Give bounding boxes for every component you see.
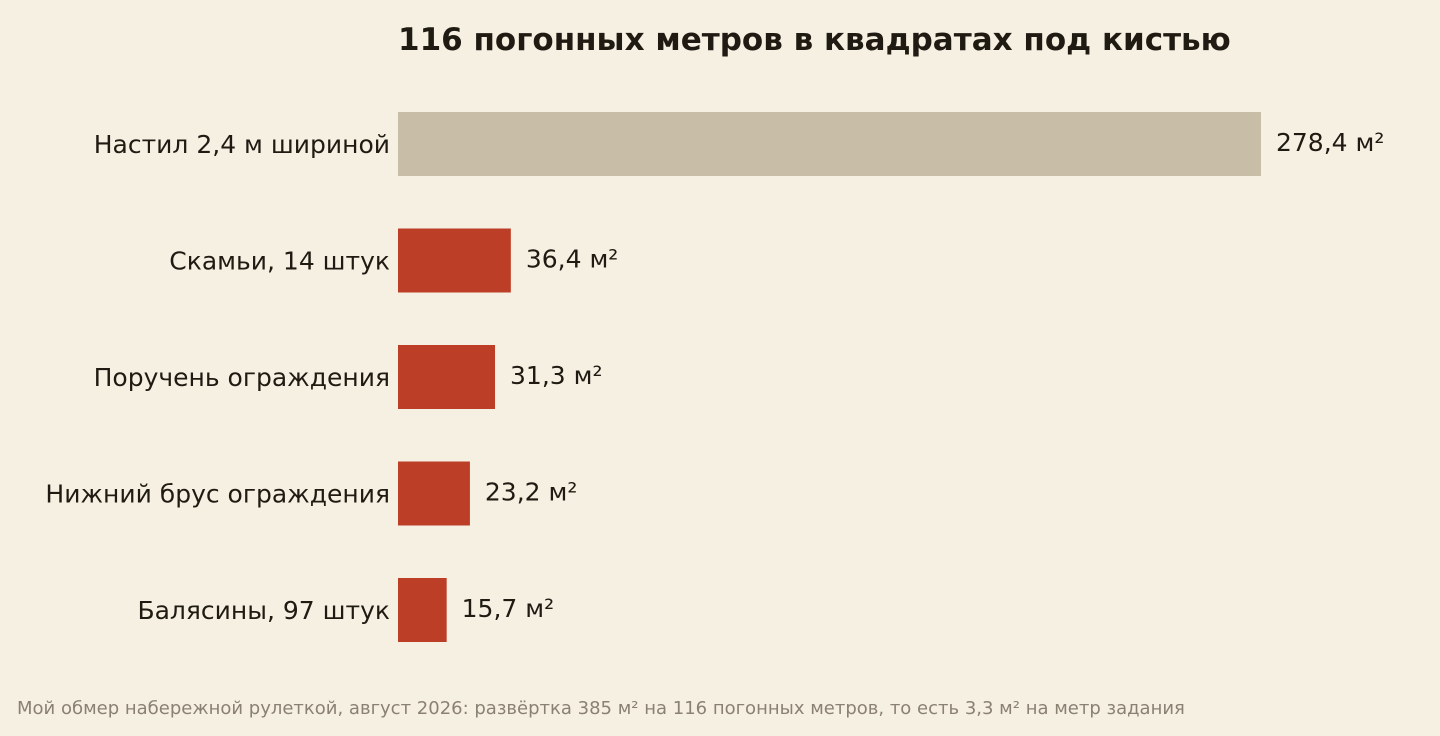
value-label-2: 36,4 м² [526,245,619,274]
value-label-3: 31,3 м² [510,361,603,390]
footnote: Мой обмер набережной рулеткой, август 20… [17,698,1185,719]
bar-5 [398,578,447,642]
category-label-3: Поручень ограждения [94,363,390,392]
category-label-2: Скамьи, 14 штук [169,247,390,276]
category-label-5: Балясины, 97 штук [137,596,390,625]
value-label-4: 23,2 м² [485,478,577,507]
bar-3 [398,345,496,409]
category-label-4: Нижний брус ограждения [45,480,390,509]
category-label-1: Настил 2,4 м шириной [94,130,390,159]
bars-group: Настил 2,4 м шириной 278,4 м² Скамьи, 14 ш… [45,112,1384,642]
bar-1 [398,112,1261,176]
chart-title: 116 погонных метров в квадратах под кист… [398,22,1231,58]
value-label-1: 278,4 м² [1276,128,1384,157]
value-label-5: 15,7 м² [462,594,554,623]
bar-2 [398,228,511,293]
bar-4 [398,461,470,526]
